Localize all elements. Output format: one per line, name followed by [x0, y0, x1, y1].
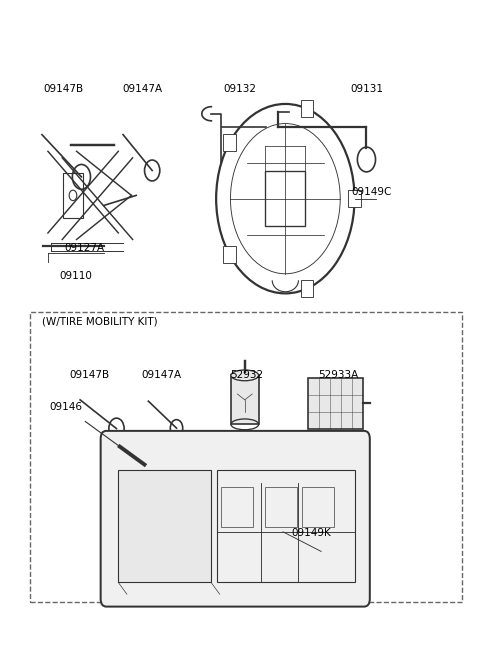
- Bar: [118, 470, 211, 583]
- Bar: [348, 190, 361, 207]
- Bar: [265, 487, 297, 527]
- Text: 09132: 09132: [224, 84, 256, 94]
- Text: 52933A: 52933A: [318, 370, 358, 380]
- Text: 09127A: 09127A: [65, 243, 105, 253]
- Bar: [300, 280, 313, 297]
- FancyBboxPatch shape: [308, 378, 363, 428]
- Text: 52932: 52932: [230, 370, 264, 380]
- Text: 09149C: 09149C: [351, 188, 391, 197]
- FancyBboxPatch shape: [101, 431, 370, 607]
- Text: 09146: 09146: [49, 401, 82, 411]
- Text: 09110: 09110: [59, 271, 92, 281]
- Bar: [265, 171, 305, 226]
- Bar: [300, 100, 313, 117]
- Text: 09149K: 09149K: [292, 528, 332, 539]
- Text: 09147B: 09147B: [70, 370, 110, 380]
- Ellipse shape: [231, 370, 259, 380]
- Bar: [231, 375, 259, 424]
- Text: (W/TIRE MOBILITY KIT): (W/TIRE MOBILITY KIT): [42, 317, 157, 327]
- Bar: [223, 246, 236, 263]
- Text: 09147A: 09147A: [141, 370, 181, 380]
- Bar: [63, 173, 83, 218]
- Bar: [221, 487, 253, 527]
- Text: 09131: 09131: [350, 84, 383, 94]
- Text: 09147A: 09147A: [122, 84, 162, 94]
- Bar: [302, 487, 335, 527]
- Bar: [223, 134, 236, 152]
- Text: 09147B: 09147B: [43, 84, 84, 94]
- Bar: [217, 470, 355, 583]
